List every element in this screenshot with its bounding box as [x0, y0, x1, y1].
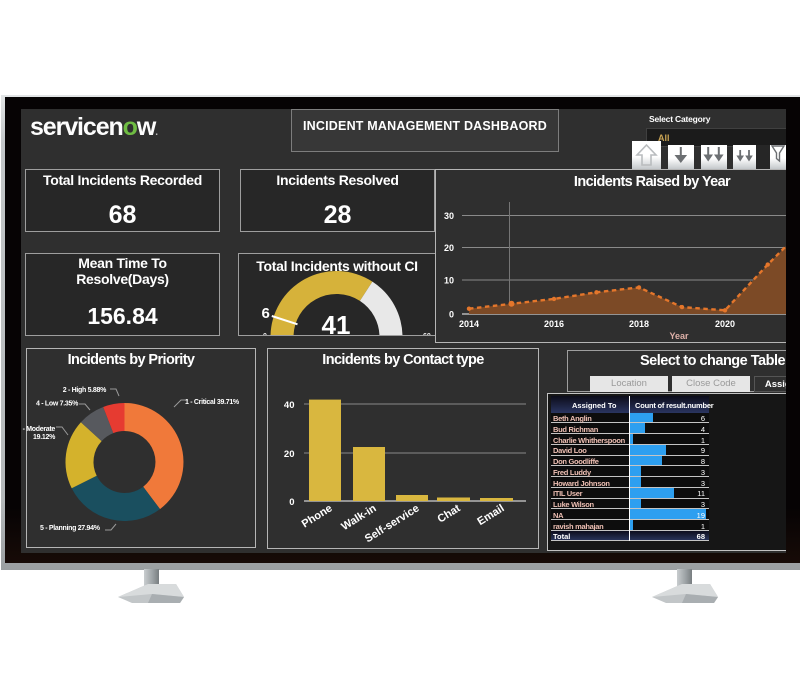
svg-text:4 - Low 7.35%: 4 - Low 7.35% [36, 401, 79, 408]
svg-text:1 - Critical 39.71%: 1 - Critical 39.71% [185, 399, 240, 406]
svg-text:20: 20 [444, 243, 454, 253]
svg-text:60: 60 [423, 333, 431, 336]
svg-text:10: 10 [444, 276, 454, 286]
svg-text:0: 0 [263, 333, 267, 336]
svg-text:2018: 2018 [629, 319, 649, 329]
svg-text:2016: 2016 [544, 319, 564, 329]
svg-text:2 - High 5.88%: 2 - High 5.88% [63, 387, 107, 394]
svg-text:5 - Planning 27.94%: 5 - Planning 27.94% [40, 525, 101, 532]
svg-text:2020: 2020 [715, 319, 735, 329]
svg-text:0: 0 [289, 497, 294, 508]
svg-text:19.12%: 19.12% [33, 434, 56, 441]
svg-text:6: 6 [262, 305, 270, 322]
svg-text:Phone: Phone [300, 502, 335, 530]
svg-text:41: 41 [322, 310, 351, 336]
svg-text:40: 40 [284, 400, 295, 411]
svg-text:0: 0 [449, 310, 454, 320]
svg-text:2014: 2014 [459, 319, 479, 329]
svg-text:30: 30 [444, 211, 454, 221]
svg-text:- Moderate: - Moderate [23, 426, 56, 433]
svg-text:Year: Year [669, 331, 689, 341]
svg-text:Email: Email [475, 502, 506, 528]
svg-text:Chat: Chat [435, 502, 462, 525]
svg-text:20: 20 [284, 449, 295, 460]
